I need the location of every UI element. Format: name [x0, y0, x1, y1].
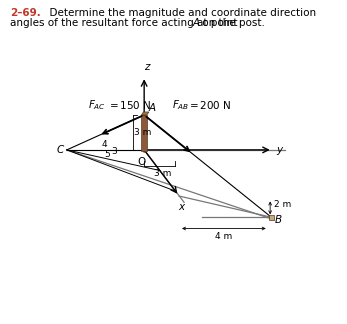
Text: A: A	[193, 18, 200, 28]
Text: A: A	[148, 103, 155, 113]
Text: $=150\ \mathrm{N}$: $=150\ \mathrm{N}$	[107, 99, 151, 111]
Text: $F_{AC}$: $F_{AC}$	[87, 98, 105, 112]
Text: O: O	[137, 157, 146, 168]
Bar	[269, 214, 274, 220]
Text: y: y	[276, 145, 282, 155]
Text: z: z	[144, 62, 150, 72]
Text: $F_{AB}$: $F_{AB}$	[172, 98, 189, 112]
Text: 5: 5	[104, 150, 110, 159]
Text: on the post.: on the post.	[199, 18, 265, 28]
Text: 3 m: 3 m	[134, 128, 152, 137]
Text: 2 m: 2 m	[274, 200, 291, 209]
Text: 4: 4	[101, 140, 107, 149]
Text: Determine the magnitude and coordinate direction: Determine the magnitude and coordinate d…	[43, 8, 316, 18]
Text: angles of the resultant force acting at point: angles of the resultant force acting at …	[10, 18, 241, 28]
Text: 3 m: 3 m	[154, 168, 171, 178]
Bar	[142, 115, 147, 151]
Text: B: B	[275, 215, 282, 225]
Text: 4 m: 4 m	[215, 232, 232, 241]
Text: C: C	[57, 145, 64, 155]
Text: x: x	[178, 202, 185, 212]
Text: 2–69.: 2–69.	[10, 8, 41, 18]
Polygon shape	[142, 112, 149, 115]
Text: $= 200\ \mathrm{N}$: $= 200\ \mathrm{N}$	[187, 99, 231, 111]
Text: 3: 3	[111, 147, 117, 156]
